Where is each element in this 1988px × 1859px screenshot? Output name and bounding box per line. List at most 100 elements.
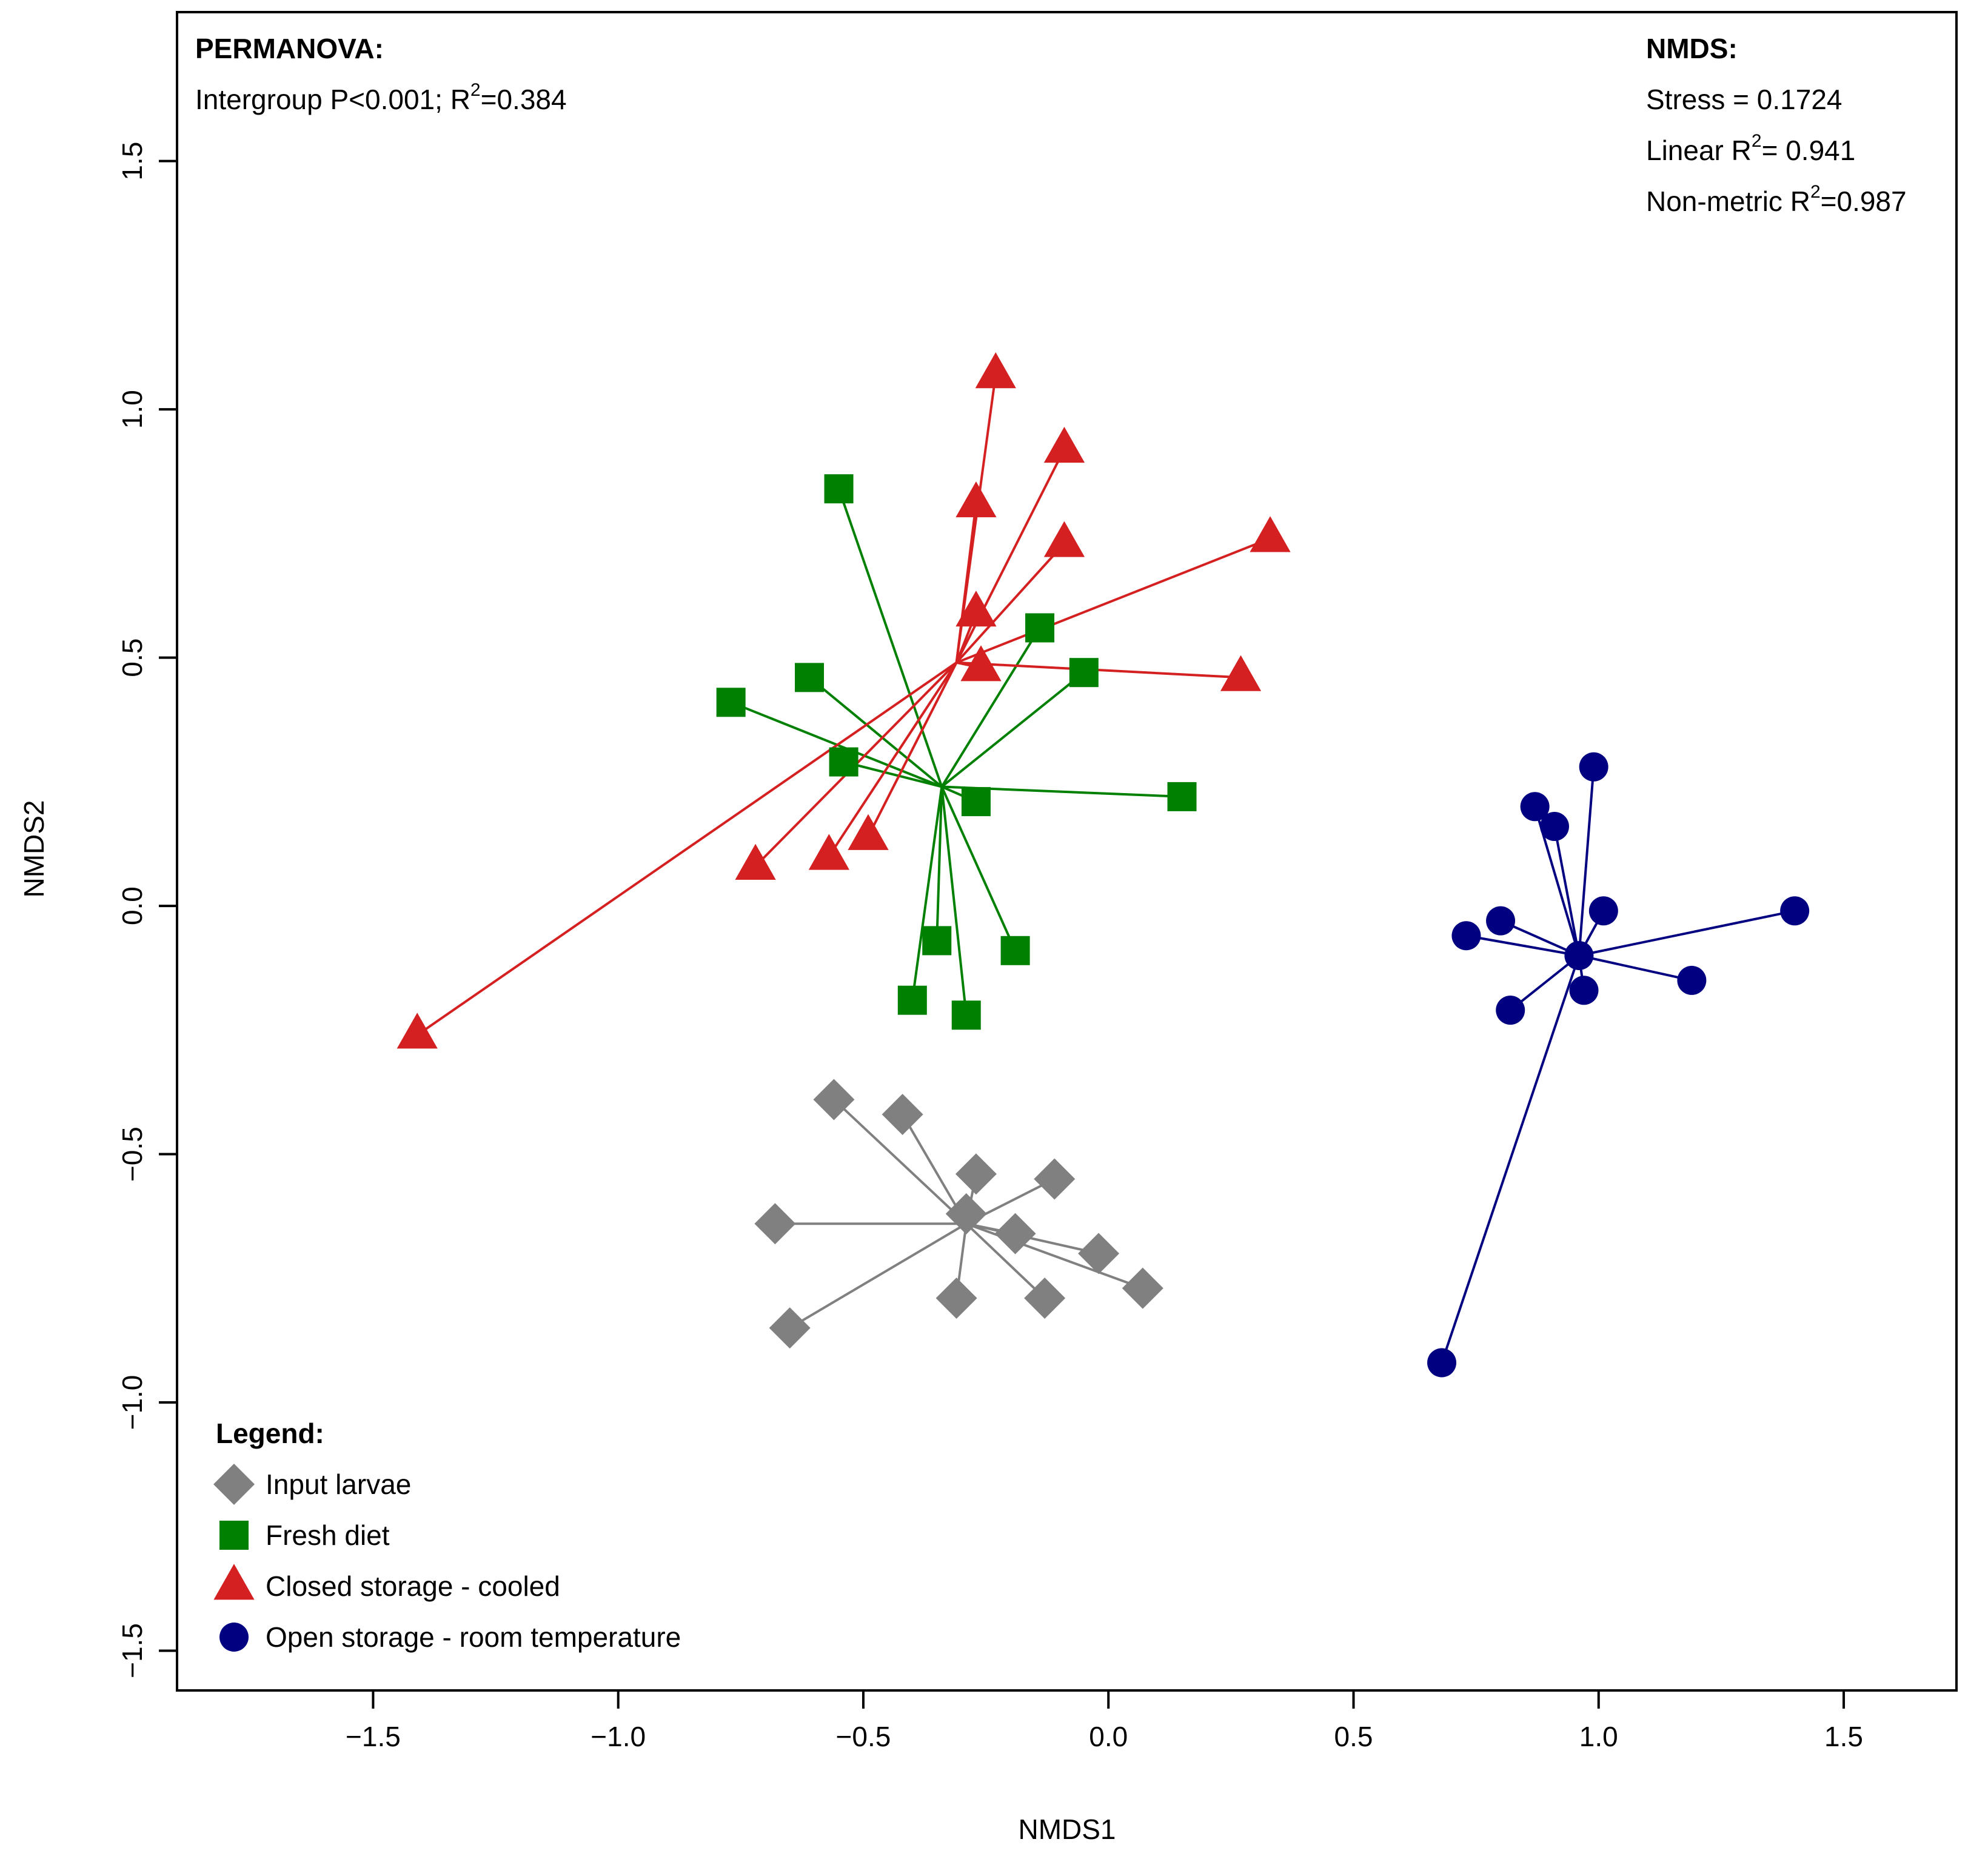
point-square — [795, 663, 825, 692]
point-circle — [1588, 896, 1618, 926]
spoke-line — [833, 1099, 968, 1225]
point-circle — [1427, 1348, 1457, 1378]
point-triangle — [1250, 516, 1291, 552]
legend-marker-circle — [219, 1623, 249, 1652]
spoke-line — [417, 662, 957, 1036]
point-diamond — [1034, 1158, 1076, 1200]
spoke-line — [911, 786, 943, 1000]
nmds-linear-post: = 0.941 — [1762, 135, 1856, 166]
point-diamond — [769, 1307, 811, 1349]
point-circle — [1520, 792, 1550, 822]
nmds-nonmetric-post: =0.987 — [1821, 186, 1907, 217]
point-circle — [1677, 965, 1707, 995]
point-diamond — [945, 1193, 987, 1234]
point-square — [1167, 782, 1197, 811]
point-diamond — [955, 1153, 997, 1195]
legend-title: Legend: — [216, 1418, 324, 1449]
spoke-line — [1579, 909, 1795, 957]
y-tick-label: −1.0 — [116, 1375, 148, 1430]
permanova-stats-post: =0.384 — [481, 84, 567, 115]
spoke-line — [843, 760, 942, 788]
y-axis-title: NMDS2 — [18, 800, 50, 897]
point-square — [1069, 658, 1099, 688]
point-diamond — [1024, 1278, 1066, 1319]
spoke-line — [965, 1222, 1046, 1299]
point-square — [1025, 613, 1055, 643]
point-diamond — [754, 1203, 796, 1245]
data-points — [397, 352, 1810, 1378]
y-tick-label: 1.5 — [116, 142, 148, 181]
x-tick-label: −0.5 — [836, 1721, 891, 1752]
point-diamond — [994, 1213, 1036, 1254]
nmds-nonmetric-pre: Non-metric R — [1646, 186, 1810, 217]
point-triangle — [1043, 426, 1085, 463]
x-tick-label: −1.5 — [346, 1721, 401, 1752]
spoke-line — [1578, 954, 1692, 982]
spoke-line — [956, 661, 1241, 679]
legend-label: Open storage - room temperature — [266, 1621, 681, 1653]
point-triangle — [808, 834, 849, 870]
y-tick-label: −1.5 — [116, 1623, 148, 1678]
spoke-line — [789, 1222, 967, 1329]
point-circle — [1451, 921, 1481, 951]
point-square — [922, 926, 952, 956]
nmds-linear-sup: 2 — [1752, 131, 1762, 151]
spoke-line — [1553, 826, 1581, 956]
point-triangle — [956, 481, 997, 518]
x-tick-label: 0.5 — [1334, 1721, 1373, 1752]
spoke-line — [1441, 955, 1581, 1364]
point-diamond — [813, 1079, 855, 1120]
point-triangle — [960, 645, 1002, 682]
spoke-line — [941, 671, 1085, 788]
nmds-linear-r2: Linear R2= 0.941 — [1646, 131, 1855, 166]
permanova-stats: Intergroup P<0.001; R2=0.384 — [195, 80, 567, 115]
point-diamond — [1122, 1267, 1163, 1309]
x-tick-label: 1.5 — [1824, 1721, 1863, 1752]
x-axis: −1.5 −1.0 −0.5 0.0 0.5 1.0 1.5 — [346, 1690, 1863, 1752]
x-axis-title: NMDS1 — [1018, 1814, 1116, 1845]
permanova-r2-sup: 2 — [470, 80, 481, 100]
spoke-line — [956, 537, 1271, 664]
point-diamond — [1078, 1233, 1120, 1275]
y-tick-label: 1.0 — [116, 390, 148, 429]
spoke-line — [955, 448, 1066, 663]
permanova-stats-pre: Intergroup P<0.001; R — [195, 84, 470, 115]
point-square — [1000, 936, 1030, 965]
y-axis: −1.5 −1.0 −0.5 0.0 0.5 1.0 1.5 — [116, 142, 177, 1678]
nmds-stress: Stress = 0.1724 — [1646, 84, 1842, 115]
point-square — [829, 747, 858, 777]
point-diamond — [882, 1094, 923, 1136]
x-tick-label: 0.0 — [1089, 1721, 1128, 1752]
spoke-line — [1509, 954, 1580, 1011]
legend-label: Input larvae — [266, 1469, 411, 1500]
point-triangle — [1043, 521, 1085, 557]
plot-frame — [176, 11, 1958, 1692]
spoke-line — [1466, 934, 1579, 957]
y-tick-label: 0.0 — [116, 886, 148, 925]
spoke-line — [867, 662, 958, 837]
point-triangle — [735, 843, 776, 880]
point-circle — [1569, 976, 1599, 1005]
spoke-line — [956, 542, 1065, 664]
spoke-line — [935, 786, 943, 941]
y-tick-label: 0.5 — [116, 638, 148, 677]
nmds-nonmetric-r2: Non-metric R2=0.987 — [1646, 182, 1907, 217]
legend-marker-diamond — [213, 1464, 255, 1505]
point-triangle — [397, 1013, 438, 1049]
legend-marker-square — [219, 1521, 249, 1550]
spoke-line — [940, 786, 968, 1016]
point-diamond — [935, 1278, 977, 1319]
legend: Legend: Input larvae Fresh diet Closed sto… — [213, 1418, 681, 1653]
point-triangle — [848, 814, 889, 850]
spoke-line — [808, 676, 943, 788]
point-circle — [1539, 812, 1569, 842]
nmds-title: NMDS: — [1646, 33, 1738, 64]
point-circle — [1564, 940, 1594, 970]
point-circle — [1486, 906, 1516, 936]
spoke-line — [966, 1222, 1099, 1255]
spoke-line — [940, 786, 1017, 951]
spoke-line — [828, 662, 958, 857]
point-triangle — [956, 591, 997, 627]
x-tick-label: −1.0 — [591, 1721, 646, 1752]
nmds-linear-pre: Linear R — [1646, 135, 1752, 166]
